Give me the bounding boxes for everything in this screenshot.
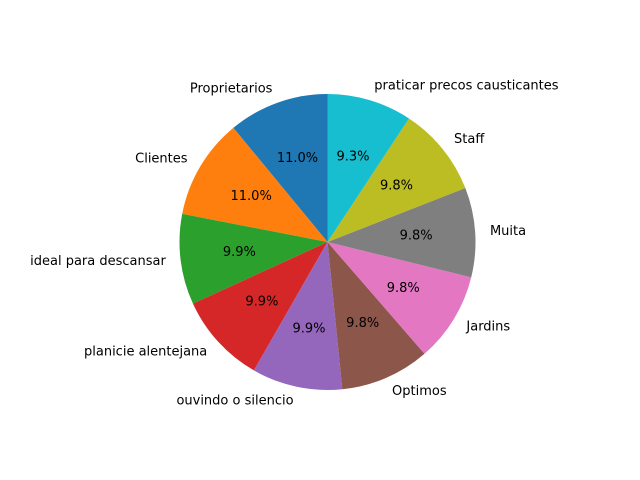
slices-layer xyxy=(179,94,476,390)
pie-slice-praticar-precos-causticantes xyxy=(327,94,409,242)
slice-percent-ideal-para-descansar: 9.9% xyxy=(223,245,256,260)
pie-slice-jardins xyxy=(327,242,472,354)
pie-slice-staff xyxy=(327,118,466,242)
slice-label-ideal-para-descansar: ideal para descansar xyxy=(30,254,166,269)
pie-slice-optimos xyxy=(327,242,425,390)
slice-label-planicie-alentejana: planicie alentejana xyxy=(84,344,207,359)
pie-slice-muita xyxy=(327,188,476,278)
slice-percent-staff: 9.8% xyxy=(380,179,413,194)
slice-percent-praticar-precos-causticantes: 9.3% xyxy=(337,149,370,164)
slice-label-ouvindo-o-silencio: ouvindo o silencio xyxy=(176,394,293,409)
slice-percent-ouvindo-o-silencio: 9.9% xyxy=(292,321,325,336)
slice-percent-optimos: 9.8% xyxy=(346,316,379,331)
pie-slice-ouvindo-o-silencio xyxy=(253,242,343,390)
slice-percent-jardins: 9.8% xyxy=(387,281,420,296)
pie-slice-clientes xyxy=(182,127,328,242)
slice-percent-planicie-alentejana: 9.9% xyxy=(245,294,278,309)
slice-label-proprietarios: Proprietarios xyxy=(190,81,273,96)
pie-slice-proprietarios xyxy=(233,94,328,242)
slice-label-praticar-precos-causticantes: praticar precos causticantes xyxy=(374,79,558,94)
slice-percent-muita: 9.8% xyxy=(400,229,433,244)
labels-layer: Proprietarios 11.0% Clientes 11.0% ideal par… xyxy=(30,79,559,409)
slice-label-clientes: Clientes xyxy=(135,151,188,166)
slice-label-jardins: Jardins xyxy=(465,319,510,334)
slice-label-muita: Muita xyxy=(490,224,526,239)
slice-label-optimos: Optimos xyxy=(392,384,447,399)
pie-slice-ideal-para-descansar xyxy=(179,213,328,304)
slice-percent-clientes: 11.0% xyxy=(231,189,272,204)
slice-label-staff: Staff xyxy=(454,132,485,147)
pie-slice-planicie-alentejana xyxy=(192,242,328,371)
slice-percent-proprietarios: 11.0% xyxy=(277,151,318,166)
